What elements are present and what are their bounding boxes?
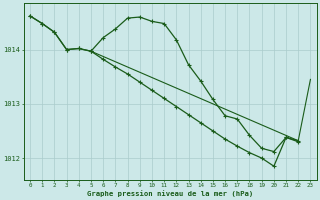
X-axis label: Graphe pression niveau de la mer (hPa): Graphe pression niveau de la mer (hPa)	[87, 190, 253, 197]
